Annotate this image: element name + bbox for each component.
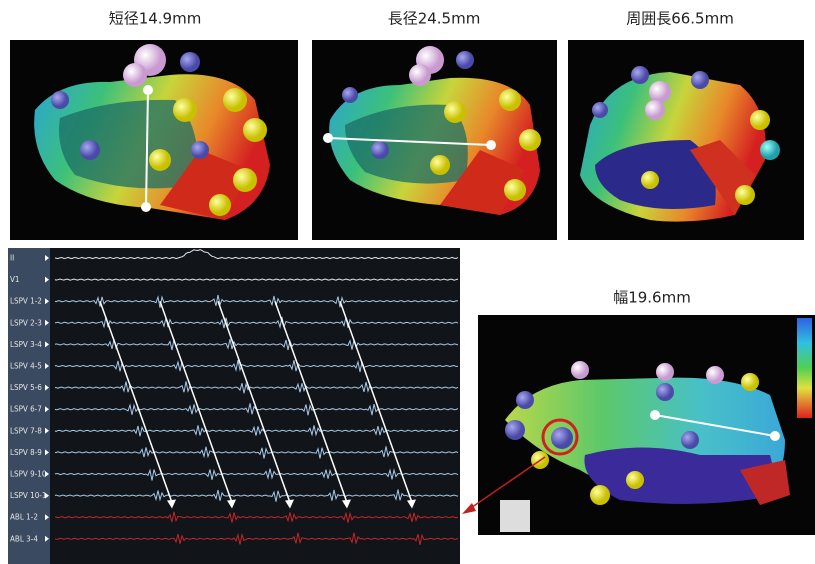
figure-canvas: 短径14.9mm 長径24.5mm 周囲長66.5mm 幅19.6mm — [0, 0, 815, 564]
channel-label: V1 — [10, 275, 20, 284]
channel-label: LSPV 1-2 — [10, 297, 42, 306]
channel-label: LSPV 2-3 — [10, 318, 42, 327]
map-panel — [10, 40, 298, 240]
channel-label: ABL 1-2 — [10, 513, 38, 522]
map-panel — [462, 315, 815, 535]
channel-label: ABL 3-4 — [10, 534, 38, 543]
channel-label: LSPV 3-4 — [10, 340, 42, 349]
map-panel — [568, 40, 804, 240]
channel-label: LSPV 7-8 — [10, 426, 42, 435]
panel-title: 幅19.6mm — [613, 289, 691, 307]
figure: 短径14.9mm 長径24.5mm 周囲長66.5mm 幅19.6mm — [0, 0, 815, 564]
map-panel — [312, 40, 557, 240]
ecg-panel: II V1 LSPV 1-2 LSPV 2-3 LSPV 3-4 LSPV 4-5 LSPV… — [8, 248, 460, 564]
channel-label: LSPV 8-9 — [10, 448, 42, 457]
panel-title: 長径24.5mm — [388, 10, 481, 28]
channel-label: II — [10, 254, 14, 263]
channel-label: LSPV 6-7 — [10, 405, 42, 414]
channel-label: LSPV 5-6 — [10, 383, 42, 392]
panel-title: 周囲長66.5mm — [626, 10, 734, 28]
channel-label: LSPV 4-5 — [10, 362, 42, 371]
channel-label: LSPV 10-1 — [10, 491, 46, 500]
panel-title: 短径14.9mm — [109, 10, 202, 28]
channel-label: LSPV 9-10 — [10, 470, 47, 479]
